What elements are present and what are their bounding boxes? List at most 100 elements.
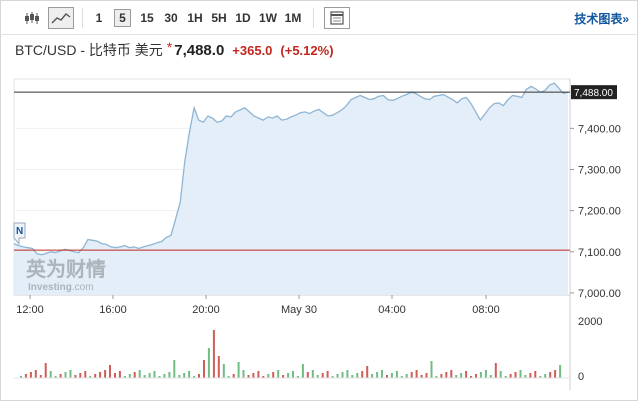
volume-bar — [49, 371, 52, 378]
watermark-en: Investing.com — [28, 282, 94, 293]
volume-bar — [168, 372, 171, 378]
volume-bar — [301, 364, 304, 378]
volume-bar — [20, 376, 22, 378]
volume-bar — [321, 373, 324, 378]
volume-bar — [277, 370, 280, 378]
price-change-percent: (+5.12%) — [280, 43, 334, 58]
x-tick-label: 08:00 — [472, 304, 500, 316]
x-tick-label: May 30 — [281, 304, 317, 316]
volume-bar — [554, 370, 557, 378]
interval-1m[interactable]: 1M — [284, 11, 302, 25]
calendar-icon[interactable] — [324, 7, 350, 29]
volume-bar — [346, 370, 349, 378]
x-tick-label: 12:00 — [16, 304, 44, 316]
news-marker-label: N — [16, 226, 23, 237]
volume-bar — [29, 372, 32, 378]
volume-bar — [460, 373, 463, 378]
volume-bar — [371, 374, 374, 378]
price-line — [13, 82, 569, 256]
volume-bar — [425, 373, 428, 378]
volume-bars-layer — [20, 330, 562, 378]
interval-30[interactable]: 30 — [164, 11, 178, 25]
technical-chart-link[interactable]: 技术图表» — [574, 12, 629, 26]
volume-bar — [386, 375, 388, 378]
volume-bar — [104, 370, 107, 378]
interval-15[interactable]: 15 — [140, 11, 154, 25]
volume-bar — [222, 364, 225, 378]
y-axis: 7,000.00 7,100.00 7,200.00 7,300.00 7,400.00… — [570, 85, 621, 300]
volume-bar — [296, 376, 299, 378]
y-tick-label: 7,400.00 — [578, 123, 621, 135]
volume-bar — [237, 362, 240, 378]
x-tick-label: 16:00 — [99, 304, 127, 316]
interval-5[interactable]: 5 — [114, 9, 131, 27]
volume-bar — [247, 375, 250, 378]
volume-bar — [331, 376, 334, 378]
area-chart-type-icon[interactable] — [48, 7, 74, 29]
volume-bar — [128, 374, 131, 378]
x-tick-label: 04:00 — [378, 304, 406, 316]
volume-bar — [395, 371, 398, 378]
interval-1w[interactable]: 1W — [259, 11, 277, 25]
volume-bar — [524, 375, 527, 378]
volume-bar — [445, 372, 448, 378]
candlestick-type-icon[interactable] — [18, 7, 44, 29]
x-tick-label: 20:00 — [192, 304, 220, 316]
volume-bar — [326, 371, 329, 378]
volume-bar — [455, 375, 458, 378]
volume-bar — [94, 374, 97, 378]
volume-bar — [559, 365, 562, 378]
volume-bar — [282, 375, 285, 378]
volume-bar — [69, 370, 72, 378]
volume-bar — [203, 360, 205, 378]
last-price: 7,488.0 — [174, 42, 225, 59]
volume-bar — [306, 372, 309, 378]
volume-bar — [24, 374, 27, 378]
interval-1h[interactable]: 1H — [187, 11, 203, 25]
volume-bar — [262, 376, 265, 378]
price-change: +365.0 — [232, 43, 273, 58]
volume-bar — [163, 374, 166, 378]
last-price-tag — [571, 85, 617, 100]
y-tick-label: 7,000.00 — [578, 288, 621, 300]
volume-bar — [292, 371, 294, 378]
volume-bar — [173, 360, 176, 378]
volume-bar — [549, 372, 552, 378]
quote-header: BTC/USD - 比特币 美元 * 7,488.0 +365.0 (+5.12%) — [15, 39, 334, 62]
volume-bar — [257, 371, 260, 378]
volume-bar — [232, 374, 235, 378]
delayed-star: * — [166, 39, 173, 55]
volume-bar — [207, 348, 210, 378]
volume-bar — [114, 373, 116, 378]
volume-bar — [475, 374, 477, 378]
volume-bar — [514, 372, 517, 378]
news-marker[interactable]: N — [13, 222, 26, 246]
volume-bar — [415, 370, 418, 378]
volume-tick-top: 2000 — [578, 316, 602, 328]
volume-bar — [519, 370, 522, 378]
volume-bar — [74, 375, 77, 378]
volume-bar — [44, 363, 47, 378]
volume-bar — [89, 376, 92, 378]
interval-1d[interactable]: 1D — [235, 11, 251, 25]
volume-bar — [148, 373, 151, 378]
volume-bar — [356, 373, 359, 378]
volume-bar — [405, 374, 408, 378]
interval-5h[interactable]: 5H — [211, 11, 227, 25]
volume-bar — [109, 365, 111, 378]
volume-bar — [509, 374, 512, 378]
volume-bar — [287, 373, 290, 378]
volume-bar — [84, 371, 87, 378]
volume-bar — [252, 373, 255, 378]
volume-bar — [366, 366, 369, 378]
volume-bar — [410, 372, 413, 378]
volume-bar — [376, 372, 379, 378]
volume-bar — [381, 370, 383, 378]
interval-1[interactable]: 1 — [95, 11, 103, 25]
volume-bar — [34, 370, 37, 378]
volume-bar — [138, 370, 141, 378]
volume-bar — [198, 374, 200, 378]
toolbar-separator — [82, 8, 83, 28]
volume-bar — [143, 375, 146, 378]
